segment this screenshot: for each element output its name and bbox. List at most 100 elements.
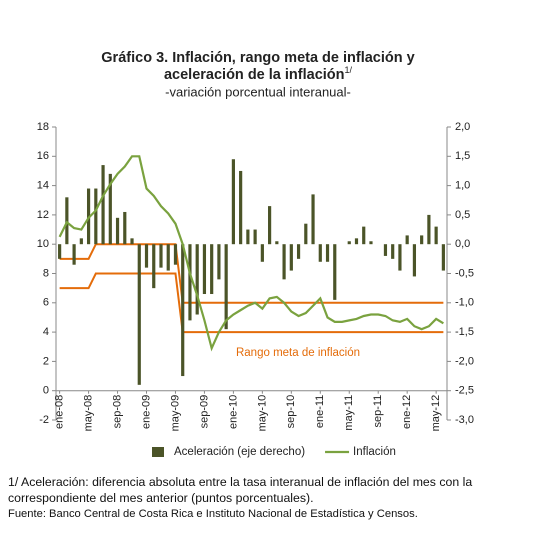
footnote: 1/ Aceleración: diferencia absoluta entr…: [8, 475, 473, 505]
x-tick-label: sep-09: [198, 395, 210, 429]
bar: [260, 244, 264, 262]
bar: [115, 217, 120, 245]
bar: [123, 211, 127, 245]
chart-title-line: aceleración de la inflación1/: [164, 65, 353, 82]
target-range-label: Rango meta de inflación: [236, 347, 360, 359]
bar: [325, 244, 330, 262]
bar: [405, 235, 409, 245]
y2-tick-label: 1,5: [455, 150, 470, 162]
x-tick-label: may-11: [343, 395, 355, 431]
bar: [108, 173, 112, 245]
bar: [130, 238, 134, 245]
bar: [152, 244, 156, 289]
bar: [79, 238, 83, 245]
bar: [188, 244, 192, 321]
legend-label: Inflación: [353, 446, 396, 458]
bar: [144, 244, 149, 268]
bar: [441, 244, 445, 271]
bar: [427, 214, 431, 245]
bar: [239, 170, 243, 245]
bar: [137, 244, 141, 385]
bar: [166, 244, 170, 271]
y2-tick-label: -1,5: [455, 326, 474, 338]
y2-tick-label: -3,0: [455, 414, 474, 426]
bar: [65, 197, 69, 245]
footnote-mark: 1/: [345, 65, 353, 75]
bar: [173, 244, 178, 265]
y-tick-label: 18: [37, 121, 49, 133]
y-tick-label: 0: [43, 385, 49, 397]
chart: Gráfico 3. Inflación, rango meta de infl…: [37, 50, 474, 458]
y2-tick-label: -2,0: [455, 355, 474, 367]
bar: [246, 229, 250, 245]
bar: [217, 244, 221, 280]
x-tick-label: may-09: [169, 395, 181, 432]
bar: [101, 165, 105, 245]
y-tick-label: 14: [37, 180, 49, 192]
legend-swatch: [152, 447, 164, 457]
y-tick-label: 4: [43, 326, 49, 338]
legend-label: Aceleración (eje derecho): [174, 446, 305, 458]
bar: [333, 244, 337, 300]
y-tick-label: 6: [43, 297, 49, 309]
bar: [354, 238, 359, 245]
y2-tick-label: 1,0: [455, 180, 470, 192]
bar: [398, 244, 402, 271]
bar: [311, 194, 315, 245]
y-tick-label: 2: [43, 355, 49, 367]
bar: [253, 229, 257, 245]
target-range-line: [59, 272, 444, 334]
bar: [282, 244, 286, 280]
bar: [347, 241, 351, 245]
chart-subtitle: -variación porcentual interanual-: [165, 84, 351, 99]
y2-tick-label: 2,0: [455, 121, 470, 133]
y-tick-label: 12: [37, 209, 49, 221]
x-tick-label: may-12: [430, 395, 442, 432]
bar: [412, 244, 417, 277]
bar: [369, 241, 373, 245]
bar: [434, 226, 438, 245]
line: [58, 155, 444, 352]
bar: [318, 244, 322, 262]
bar: [231, 159, 235, 245]
source: Fuente: Banco Central de Costa Rica e In…: [8, 508, 418, 520]
bar: [94, 188, 98, 245]
y2-tick-label: -1,0: [455, 297, 474, 309]
bar: [275, 241, 279, 245]
bar: [159, 244, 163, 268]
chart-title: Gráfico 3. Inflación, rango meta de infl…: [101, 50, 414, 66]
x-tick-label: sep-11: [372, 395, 384, 428]
y2-tick-label: -0,5: [455, 267, 474, 279]
y-tick-label: 16: [37, 150, 49, 162]
bar: [224, 244, 228, 330]
bar: [391, 244, 395, 259]
bar: [202, 244, 207, 295]
y-tick-label: 8: [43, 267, 49, 279]
bar: [181, 244, 185, 377]
bar: [58, 244, 62, 259]
bar: [195, 244, 199, 315]
y2-tick-label: 0,0: [455, 238, 470, 250]
x-tick-label: may-10: [256, 395, 268, 432]
bar: [383, 244, 388, 256]
bar: [72, 244, 76, 265]
y-tick-label: -2: [39, 414, 49, 426]
chart-title: aceleración de la inflación: [164, 67, 345, 83]
bar: [210, 244, 214, 295]
x-tick-label: sep-10: [285, 395, 297, 429]
bar: [304, 223, 308, 245]
x-tick-label: may-08: [82, 395, 94, 432]
bar: [289, 244, 293, 271]
bar: [362, 226, 366, 245]
x-tick-label: ene-11: [314, 395, 326, 428]
bar: [420, 235, 424, 245]
y-tick-label: 10: [37, 238, 49, 250]
x-tick-label: sep-08: [111, 395, 123, 429]
y2-tick-label: 0,5: [455, 209, 470, 221]
x-tick-label: ene-09: [140, 395, 152, 429]
x-tick-label: ene-08: [54, 395, 66, 429]
bar: [268, 206, 272, 245]
x-tick-label: ene-12: [401, 395, 413, 429]
bar: [296, 244, 301, 259]
